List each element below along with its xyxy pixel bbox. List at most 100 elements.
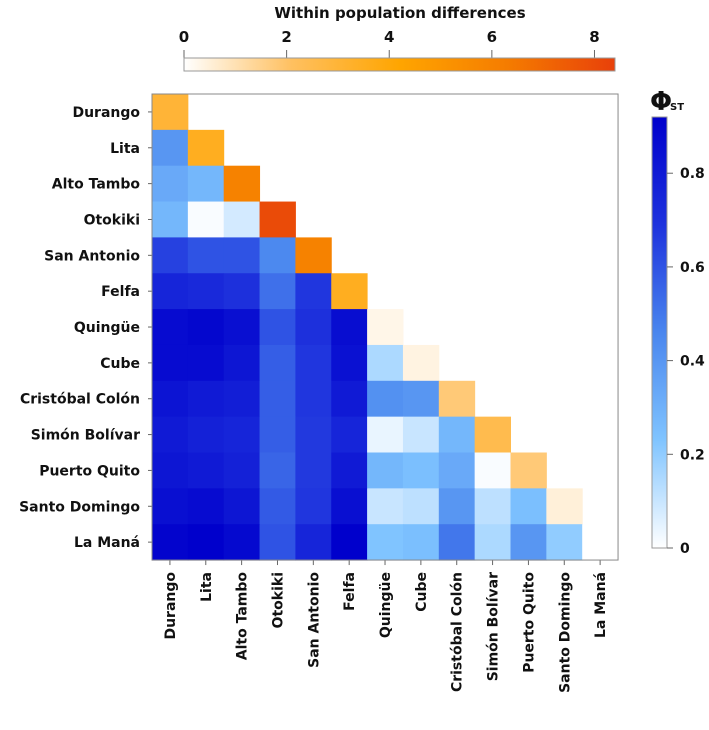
phi-cell (367, 380, 404, 418)
phi-cell (259, 452, 296, 489)
phi-cell (402, 524, 440, 561)
phi-tick-label: 0.8 (680, 166, 705, 182)
diag-tick-label: 2 (281, 28, 291, 46)
phi-cell (152, 309, 189, 346)
phi-cell (152, 524, 189, 561)
phi-cell (187, 452, 225, 489)
phi-cell (438, 452, 476, 489)
column-label: Cube (414, 572, 430, 612)
row-label: Puerto Quito (39, 463, 140, 479)
phi-tick-label: 0.2 (680, 447, 705, 463)
phi-cell (367, 416, 404, 453)
phi-cell (331, 524, 368, 561)
diag-tick-label: 4 (384, 28, 394, 46)
phi-cell (402, 380, 440, 418)
column-label: Durango (163, 572, 179, 640)
diagonal-cell (152, 94, 189, 131)
phi-cell (259, 309, 296, 346)
row-label: San Antonio (44, 248, 140, 264)
phi-cell (474, 488, 511, 525)
column-label: Otokiki (270, 572, 286, 628)
phi-cell (295, 524, 332, 561)
phi-cell (223, 524, 261, 561)
row-label: Felfa (101, 284, 140, 300)
phi-cell (510, 524, 547, 561)
row-label: Cristóbal Colón (20, 392, 140, 408)
phi-colorbar (651, 116, 668, 549)
phi-cell (187, 201, 225, 238)
phi-cell (367, 524, 404, 561)
phi-cell (259, 273, 296, 310)
diagonal-cell (510, 452, 547, 489)
phi-cell (152, 380, 189, 418)
phi-cell (187, 524, 225, 561)
row-label: Santo Domingo (19, 499, 140, 515)
phi-cell (187, 380, 225, 418)
phi-cell (331, 488, 368, 525)
diagonal-cell (223, 165, 261, 203)
phi-cell (295, 273, 332, 310)
phi-cell (223, 380, 261, 418)
row-label: Cube (100, 356, 140, 372)
phi-cell (259, 237, 296, 274)
phi-cell (295, 452, 332, 489)
diag-tick-label: 0 (179, 28, 189, 46)
phi-cell (187, 344, 225, 382)
phi-cell (152, 273, 189, 310)
row-label: Durango (72, 105, 140, 121)
phi-cell (438, 524, 476, 561)
diagonal-cell (187, 129, 225, 167)
phi-cell (152, 344, 189, 382)
diagonal-cell (331, 273, 368, 310)
phi-tick-label: 0 (680, 541, 690, 557)
column-label: Quingüe (378, 572, 394, 638)
phi-cell (438, 488, 476, 525)
diag-tick-label: 8 (589, 28, 599, 46)
column-label: La Maná (593, 572, 609, 638)
phi-cell (223, 452, 261, 489)
row-label: Otokiki (84, 212, 140, 228)
phi-cell (259, 416, 296, 453)
phi-cell (295, 309, 332, 346)
phi-cell (259, 344, 296, 382)
phi-cell (187, 237, 225, 274)
heatmap-frame (151, 93, 619, 561)
column-label: Santo Domingo (557, 572, 573, 693)
phi-cell (259, 488, 296, 525)
phi-cell (438, 416, 476, 453)
phi-cell (187, 165, 225, 203)
phi-cell (295, 416, 332, 453)
diagonal-cell (546, 488, 583, 525)
phi-cell (546, 524, 583, 561)
phi-cell (474, 452, 511, 489)
phi-cell (152, 129, 189, 167)
phi-cell (152, 201, 189, 238)
column-label: Alto Tambo (235, 572, 251, 661)
phi-cell (223, 237, 261, 274)
column-label: Lita (199, 572, 215, 602)
column-label: Cristóbal Colón (450, 572, 466, 692)
phi-cell (223, 309, 261, 346)
phi-cell (402, 416, 440, 453)
phi-cell (187, 488, 225, 525)
diagonal-cell (438, 380, 476, 418)
phi-cell (223, 344, 261, 382)
diagonal-cell (474, 416, 511, 453)
phi-cell (152, 488, 189, 525)
phi-cell (223, 273, 261, 310)
column-label: Puerto Quito (521, 572, 537, 673)
column-label: San Antonio (306, 572, 322, 668)
phi-cell (223, 201, 261, 238)
phi-cell (295, 488, 332, 525)
row-label: La Maná (74, 535, 140, 551)
phi-cell (402, 488, 440, 525)
phi-cell (223, 416, 261, 453)
row-label: Alto Tambo (52, 177, 141, 193)
phi-cell (295, 380, 332, 418)
phi-cell (510, 488, 547, 525)
diagonal-cell (367, 309, 404, 346)
column-label: Simón Bolívar (486, 572, 502, 681)
phi-cell (152, 416, 189, 453)
diag-legend-title: Within population differences (274, 4, 525, 22)
